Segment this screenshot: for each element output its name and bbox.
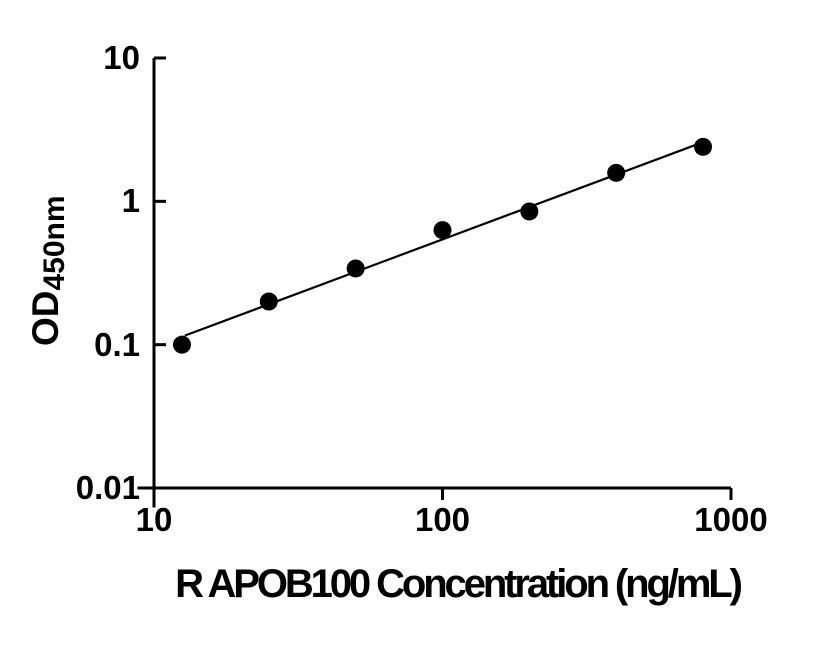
svg-text:100: 100	[415, 501, 470, 538]
svg-text:R APOB100 Concentration (ng/mL: R APOB100 Concentration (ng/mL)	[175, 562, 741, 606]
svg-text:1000: 1000	[694, 501, 767, 538]
svg-text:0.01: 0.01	[76, 469, 140, 506]
svg-text:10: 10	[136, 501, 173, 538]
svg-text:1: 1	[122, 182, 140, 219]
svg-text:10: 10	[103, 39, 140, 76]
svg-text:0.1: 0.1	[94, 326, 140, 363]
